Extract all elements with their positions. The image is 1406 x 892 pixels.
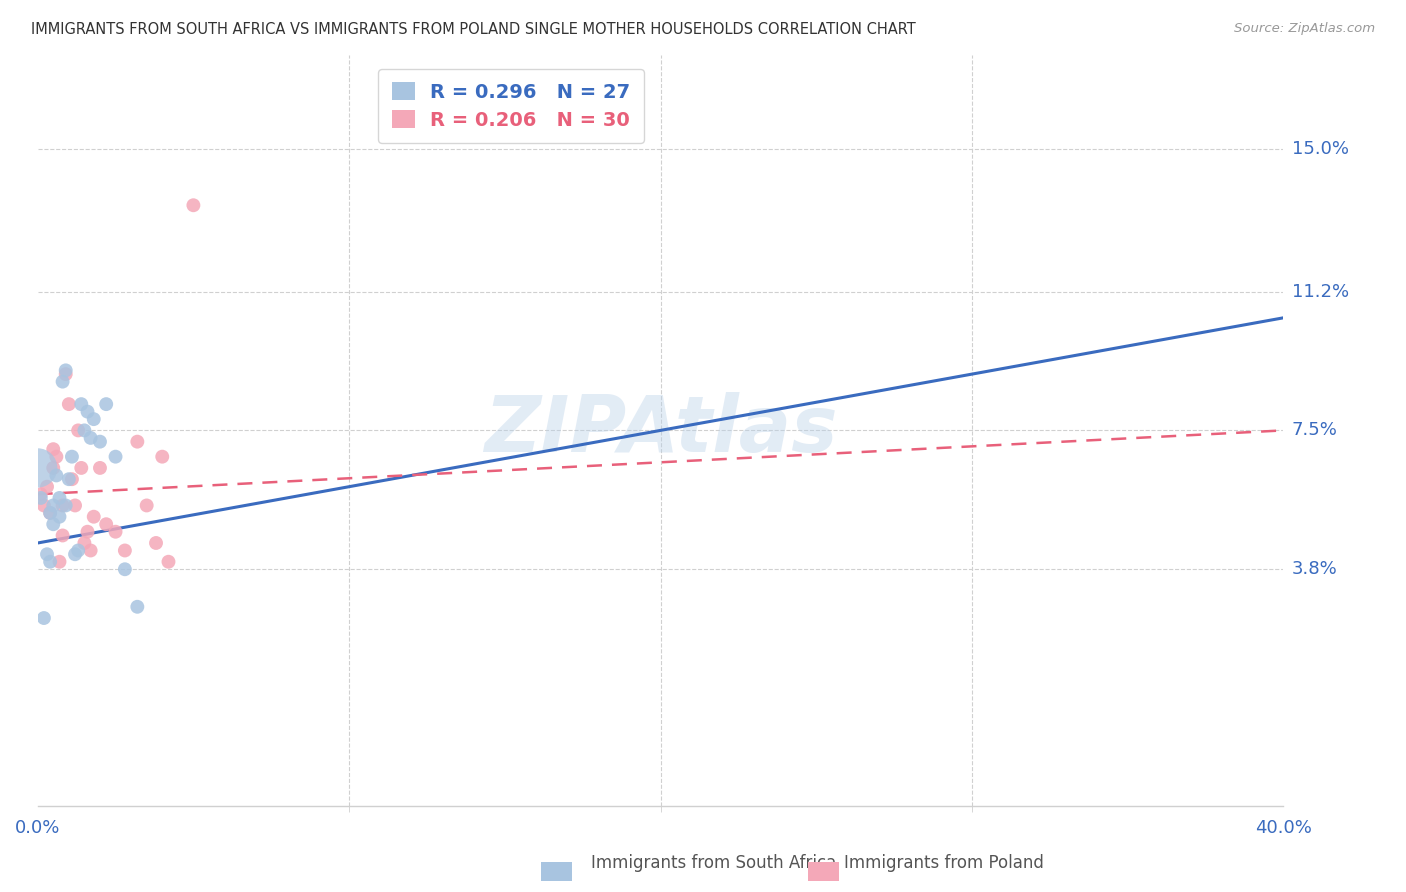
Text: 11.2%: 11.2% (1292, 283, 1348, 301)
Point (63, 547, 86, 561)
Point (35, 547, 58, 561)
Point (67, 543, 90, 558)
Point (58, 472, 80, 486)
Text: Immigrants from Poland: Immigrants from Poland (844, 855, 1043, 872)
Point (48, 491, 70, 505)
Text: Source: ZipAtlas.com: Source: ZipAtlas.com (1234, 22, 1375, 36)
Point (55, 499, 77, 513)
Text: 15.0%: 15.0% (1292, 140, 1348, 158)
Point (96, 517, 118, 532)
Text: IMMIGRANTS FROM SOUTH AFRICA VS IMMIGRANTS FROM POLAND SINGLE MOTHER HOUSEHOLDS : IMMIGRANTS FROM SOUTH AFRICA VS IMMIGRAN… (31, 22, 915, 37)
Point (104, 450, 127, 464)
Point (96, 397, 118, 411)
Point (79, 543, 101, 558)
Point (32, 499, 55, 513)
Point (52, 499, 75, 513)
Point (70, 461, 93, 475)
Point (27, 461, 49, 475)
Point (52, 528, 75, 542)
Point (127, 599, 149, 614)
Point (42, 499, 65, 513)
Point (135, 499, 157, 513)
Point (183, 198, 205, 212)
Point (30, 487, 52, 501)
Point (89, 434, 111, 449)
Point (55, 367, 77, 381)
Point (145, 536, 167, 550)
Point (67, 424, 90, 438)
Point (42, 517, 65, 532)
Point (104, 524, 127, 539)
Point (157, 555, 180, 569)
Point (42, 442, 65, 457)
Point (60, 472, 83, 486)
Point (39, 555, 62, 569)
Point (42, 461, 65, 475)
Point (48, 509, 70, 524)
Point (55, 363, 77, 377)
Point (76, 524, 98, 539)
Point (79, 431, 101, 445)
Point (83, 509, 105, 524)
Point (32, 611, 55, 625)
Point (114, 543, 136, 558)
Legend: R = 0.296   N = 27, R = 0.206   N = 30: R = 0.296 N = 27, R = 0.206 N = 30 (378, 69, 644, 144)
Point (45, 450, 67, 464)
Text: 3.8%: 3.8% (1292, 560, 1337, 578)
Point (83, 412, 105, 426)
Point (35, 480, 58, 494)
Text: Immigrants from South Africa: Immigrants from South Africa (591, 855, 835, 872)
Point (30, 491, 52, 505)
Point (89, 461, 111, 475)
Point (60, 450, 83, 464)
Point (63, 499, 86, 513)
Point (114, 562, 136, 576)
Point (48, 555, 70, 569)
Point (73, 536, 96, 550)
Point (150, 450, 173, 464)
Text: 7.5%: 7.5% (1292, 421, 1337, 440)
Point (58, 397, 80, 411)
Point (39, 506, 62, 520)
Point (127, 434, 149, 449)
Point (76, 404, 98, 418)
Text: ZIPAtlas: ZIPAtlas (484, 392, 838, 468)
Point (70, 397, 93, 411)
Point (73, 424, 96, 438)
Point (52, 375, 75, 389)
Point (39, 506, 62, 520)
Point (45, 468, 67, 483)
